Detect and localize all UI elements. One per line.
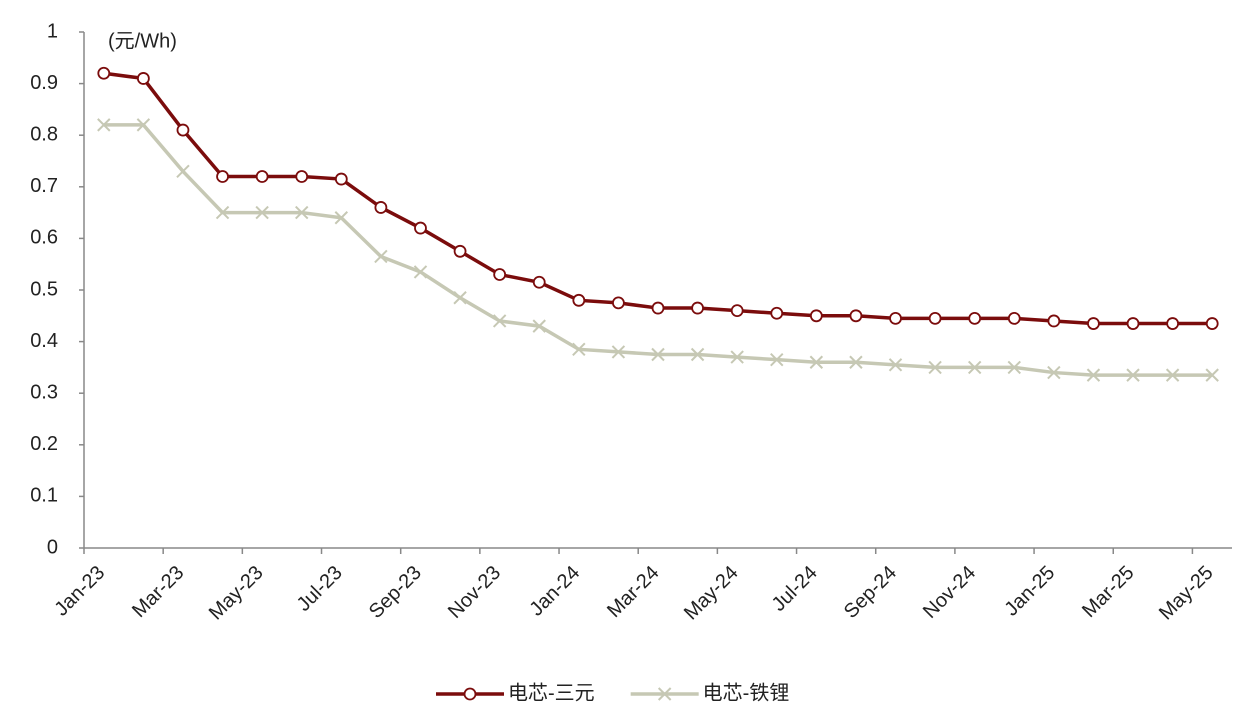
point: [809, 309, 823, 323]
legend-label: 电芯-铁锂: [703, 681, 790, 704]
point: [295, 205, 309, 220]
point: [215, 205, 230, 220]
point: [730, 304, 744, 318]
point: [770, 306, 784, 320]
point: [136, 72, 150, 85]
x-tick-label: May-24: [680, 562, 743, 625]
point: [532, 275, 546, 289]
point: [374, 201, 388, 214]
y-tick-label: 0.2: [30, 433, 58, 455]
point: [453, 291, 467, 305]
point: [97, 66, 111, 80]
x-tick-label: Mar-25: [1078, 562, 1138, 622]
point: [1007, 360, 1021, 375]
point: [216, 170, 229, 183]
point: [690, 347, 705, 362]
point: [136, 118, 151, 132]
point: [849, 355, 863, 369]
point: [1205, 317, 1219, 330]
point: [1086, 368, 1101, 382]
point: [1047, 314, 1061, 328]
point: [295, 170, 309, 183]
point: [968, 311, 982, 325]
point: [334, 172, 348, 186]
point: [849, 309, 863, 323]
x-tick-label: Mar-24: [603, 562, 663, 622]
point: [453, 244, 467, 258]
y-tick-label: 0.6: [30, 227, 58, 249]
point: [97, 118, 111, 132]
x-tick-label: Jul-24: [768, 562, 822, 616]
point: [889, 311, 902, 325]
x-tick-label: Nov-23: [444, 562, 505, 623]
point: [572, 293, 586, 307]
point: [651, 301, 665, 315]
y-tick-label: 1: [47, 20, 58, 42]
x-tick-label: Jul-23: [293, 562, 347, 616]
point: [809, 355, 824, 369]
point: [374, 249, 388, 264]
point: [611, 345, 626, 359]
point: [1126, 368, 1140, 382]
y-axis-unit: (元/Wh): [108, 30, 177, 52]
x-tick-label: Sep-24: [840, 562, 901, 623]
y-tick-label: 0.8: [30, 123, 58, 145]
x-tick-label: Mar-23: [128, 562, 188, 622]
point: [255, 205, 269, 220]
y-tick-label: 0.9: [30, 72, 58, 94]
point: [572, 342, 586, 357]
point: [176, 164, 190, 179]
y-tick-label: 0.7: [30, 175, 58, 197]
y-tick-label: 0.5: [30, 278, 58, 300]
point: [255, 170, 269, 183]
point: [928, 311, 942, 325]
point: [1007, 311, 1021, 325]
x-tick-label: Sep-23: [365, 562, 426, 623]
point: [651, 347, 665, 362]
point: [1126, 317, 1140, 330]
point: [1087, 317, 1100, 330]
point: [1166, 317, 1180, 330]
point: [1165, 368, 1180, 382]
point: [413, 265, 428, 279]
point: [493, 268, 507, 281]
point: [176, 123, 190, 137]
x-tick-label: Jan-24: [526, 562, 585, 621]
legend-marker: [657, 687, 672, 701]
y-tick-label: 0.1: [30, 485, 58, 507]
point: [414, 221, 427, 235]
point: [888, 358, 903, 372]
x-tick-label: Jan-23: [50, 562, 109, 621]
y-tick-label: 0.3: [30, 381, 58, 403]
y-tick-label: 0.4: [30, 330, 58, 352]
point: [612, 296, 625, 310]
x-tick-label: Nov-24: [919, 562, 980, 623]
point: [334, 211, 349, 225]
point: [928, 360, 942, 375]
point: [532, 319, 546, 333]
x-tick-label: Jan-25: [1001, 562, 1060, 621]
point: [770, 352, 784, 367]
point: [730, 350, 744, 364]
legend-marker: [463, 687, 477, 701]
line: [103, 123, 1213, 377]
point: [691, 301, 704, 315]
point: [1205, 368, 1219, 382]
point: [1047, 365, 1061, 380]
point: [967, 360, 982, 375]
point: [492, 314, 507, 328]
x-tick-label: May-25: [1155, 562, 1218, 625]
line: [103, 71, 1213, 326]
legend-label: 电芯-三元: [508, 681, 595, 704]
y-tick-label: 0: [47, 536, 58, 558]
x-tick-label: May-23: [205, 562, 268, 625]
